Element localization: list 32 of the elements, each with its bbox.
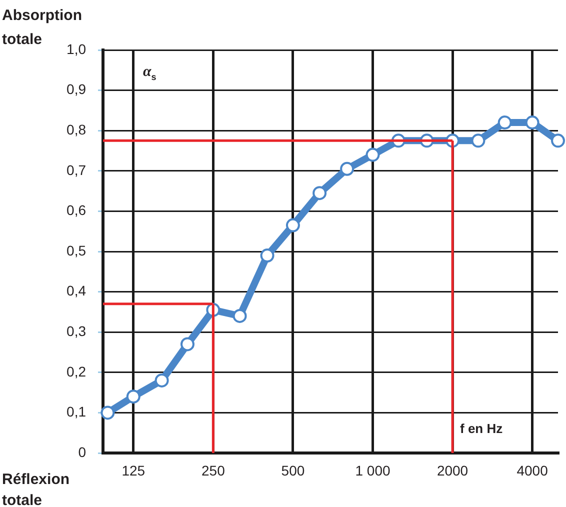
x-tick-label: 125 xyxy=(122,462,146,478)
y-tick-label: 0,3 xyxy=(66,322,86,339)
point xyxy=(340,162,354,176)
y-tick-label: 0,4 xyxy=(66,282,86,299)
point xyxy=(498,116,512,130)
point xyxy=(100,406,115,420)
x-axis-title: f en Hz xyxy=(460,421,504,436)
point xyxy=(126,390,140,404)
y-tick-label: 0,7 xyxy=(66,162,86,178)
point xyxy=(551,134,565,148)
point xyxy=(471,134,486,148)
point xyxy=(154,373,169,388)
x-tick-label: 250 xyxy=(201,462,226,478)
point xyxy=(312,186,327,200)
point xyxy=(525,116,540,130)
y-tick-label: 0,9 xyxy=(66,81,86,98)
point xyxy=(366,148,380,162)
y-tick-label: 0,8 xyxy=(66,121,86,138)
point xyxy=(286,218,300,232)
text: Réflexion totale xyxy=(2,471,70,507)
point xyxy=(180,337,194,352)
x-tick-label: 500 xyxy=(281,462,305,478)
y-tick-label: 0,2 xyxy=(66,363,86,380)
point xyxy=(260,248,274,263)
y-tick-label: 0,6 xyxy=(66,202,86,218)
point xyxy=(232,308,247,323)
x-tick-label: 4000 xyxy=(516,462,548,478)
y-tick-label: 0 xyxy=(78,444,86,460)
y-tick-label: 0,5 xyxy=(66,242,86,258)
y-tick-label: 0,1 xyxy=(66,404,86,420)
x-tick-label: 2000 xyxy=(436,462,468,478)
x-tick-label: 1 000 xyxy=(355,462,390,478)
